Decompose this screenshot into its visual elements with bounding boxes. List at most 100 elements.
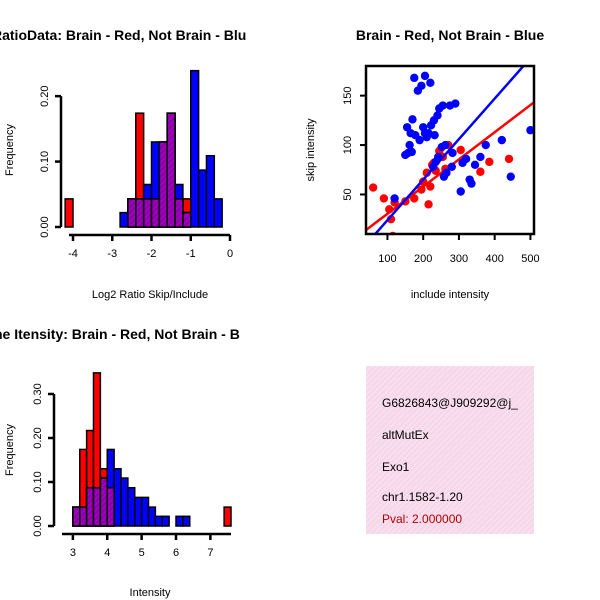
- scatter-notbrain-point-8: [410, 73, 419, 83]
- scatter-title: Brain - Red, Not Brain - Blue: [356, 27, 544, 43]
- hist2-overlap-bar-4: [99, 477, 108, 527]
- scatter-brain-point-1: [379, 194, 389, 203]
- hist0-notbrain-bar-12: [213, 198, 223, 228]
- hist0-ytick-label-0: 0.00: [39, 216, 51, 237]
- hist2-notbrain-bar-11: [147, 506, 157, 527]
- scatter-notbrain-fit-line: [373, 66, 526, 234]
- scatter-ylabel: skip intensity: [305, 118, 317, 181]
- scatter-notbrain-point-22: [430, 130, 439, 140]
- intensity-histogram-panel: ne Itensity: Brain - Red, Not Brain - B …: [0, 326, 240, 599]
- scatter-brain-point-11: [424, 200, 433, 209]
- hist2-notbrain-bar-9: [134, 496, 143, 527]
- hist2-overlap-bar-1: [79, 506, 88, 527]
- scatter-brain-point-22: [485, 157, 494, 167]
- hist0-overlap-bar-7: [182, 211, 192, 228]
- scatter-notbrain-point-0: [390, 194, 399, 203]
- ratio-histogram-panel: RatioData: Brain - Red, Not Brain - Blu …: [0, 27, 246, 301]
- scatter-notbrain-point-12: [417, 81, 426, 90]
- hist2-notbrain-bar-10: [140, 496, 150, 527]
- scatter-notbrain-point-38: [461, 154, 471, 164]
- ratio-histogram-xlabel: Log2 Ratio Skip/Include: [92, 289, 208, 301]
- scatter-brain-point-21: [476, 167, 485, 176]
- scatter-xtick-label-2: 300: [450, 253, 468, 265]
- scatter-brain-point-23: [504, 154, 514, 164]
- hist0-overlap-bar-1: [135, 198, 145, 228]
- hist2-notbrain-bar-12: [154, 515, 163, 527]
- hist0-notbrain-bar-10: [197, 169, 208, 228]
- hist0-overlap-bar-6: [174, 198, 184, 228]
- scatter-plot-frame: [364, 64, 536, 236]
- scatter-ytick-label-0: 50: [342, 188, 354, 200]
- hist0-overlap-bar-4: [158, 141, 168, 228]
- hist0-xtick-label-4: 0: [227, 248, 233, 260]
- info-location: chr1.1582-1.20: [382, 490, 463, 504]
- scatter-notbrain-point-30: [441, 140, 450, 150]
- hist2-notbrain-bar-13: [161, 515, 170, 527]
- scatter-notbrain-point-28: [438, 101, 448, 110]
- hist2-xtick-label-0: 3: [70, 547, 76, 559]
- scatter-xtick-label-1: 200: [414, 253, 432, 265]
- scatter-notbrain-point-34: [448, 148, 457, 158]
- scatter-notbrain-point-46: [526, 126, 534, 135]
- hist0-xtick-label-3: -1: [186, 248, 196, 260]
- hist0-xtick-label-1: -3: [107, 248, 117, 260]
- scatter-notbrain-point-7: [408, 115, 417, 124]
- scatter-notbrain-point-42: [476, 152, 485, 162]
- scatter-xtick-label-4: 500: [521, 253, 539, 265]
- hist2-overlap-bar-0: [72, 506, 81, 527]
- scatter-notbrain-point-4: [405, 140, 414, 150]
- scatter-ytick-label-1: 100: [342, 136, 354, 154]
- info-pval: Pval: 2.000000: [382, 512, 463, 526]
- scatter-notbrain-point-43: [481, 140, 490, 150]
- scatter-xlabel: include intensity: [411, 289, 490, 301]
- hist2-ytick-label-1: 0.10: [32, 471, 44, 492]
- hist2-xtick-label-1: 4: [104, 547, 110, 559]
- scatter-notbrain-point-41: [470, 160, 480, 170]
- intensity-histogram-title: ne Itensity: Brain - Red, Not Brain - B: [0, 326, 240, 342]
- scatter-notbrain-point-11: [415, 135, 424, 145]
- scatter-brain-point-20: [456, 145, 465, 155]
- scatter-xtick-label-0: 100: [378, 253, 396, 265]
- scatter-notbrain-point-24: [433, 111, 442, 120]
- scatter-notbrain-point-44: [497, 135, 507, 145]
- scatter-ytick-label-2: 150: [342, 86, 354, 104]
- info-event-type: altMutEx: [382, 428, 429, 442]
- intensity-histogram-ylabel: Frequency: [4, 424, 16, 476]
- hist0-notbrain-bar-9: [190, 69, 200, 228]
- hist0-overlap-bar-2: [142, 198, 153, 228]
- scatter-brain-point-0: [368, 183, 378, 192]
- hist0-ytick-label-1: 0.10: [39, 151, 51, 172]
- hist0-notbrain-bar-0: [119, 211, 129, 228]
- hist2-xtick-label-3: 6: [173, 547, 179, 559]
- info-probe-id: G6826843@J909292@j_: [382, 396, 518, 410]
- scatter-notbrain-point-33: [447, 162, 456, 171]
- intensity-histogram-xlabel: Intensity: [130, 587, 171, 599]
- hist0-overlap-bar-0: [127, 198, 137, 228]
- hist2-overlap-bar-2: [85, 486, 95, 527]
- hist2-ytick-label-2: 0.20: [32, 427, 44, 448]
- scatter-notbrain-point-6: [407, 147, 416, 157]
- hist2-notbrain-bar-8: [127, 486, 136, 527]
- hist0-xtick-label-2: -2: [147, 248, 157, 260]
- hist0-brain-bar-0: [64, 198, 74, 228]
- hist0-ytick-label-2: 0.20: [39, 85, 51, 106]
- hist2-xtick-label-2: 5: [139, 547, 145, 559]
- info-gene: Exo1: [382, 460, 410, 474]
- hist2-xtick-label-4: 7: [207, 547, 213, 559]
- scatter-notbrain-point-18: [426, 78, 435, 88]
- info-panel: G6826843@J909292@j_ altMutEx Exo1 chr1.1…: [366, 366, 534, 534]
- scatter-notbrain-point-15: [420, 71, 430, 81]
- ratio-histogram-title: RatioData: Brain - Red, Not Brain - Blu: [0, 27, 246, 43]
- hist0-overlap-bar-3: [150, 198, 161, 228]
- ratio-histogram-ylabel: Frequency: [4, 124, 16, 176]
- hist2-notbrain-bar-6: [113, 468, 122, 527]
- intensity-scatter-panel: Brain - Red, Not Brain - Blue include in…: [305, 27, 544, 301]
- hist2-notbrain-bar-15: [182, 515, 191, 527]
- hist0-overlap-bar-5: [166, 112, 176, 228]
- hist2-overlap-bar-3: [92, 486, 102, 527]
- scatter-notbrain-point-40: [467, 179, 476, 188]
- scatter-notbrain-point-31: [442, 168, 451, 177]
- scatter-notbrain-point-35: [451, 99, 460, 108]
- scatter-xtick-label-3: 400: [486, 253, 504, 265]
